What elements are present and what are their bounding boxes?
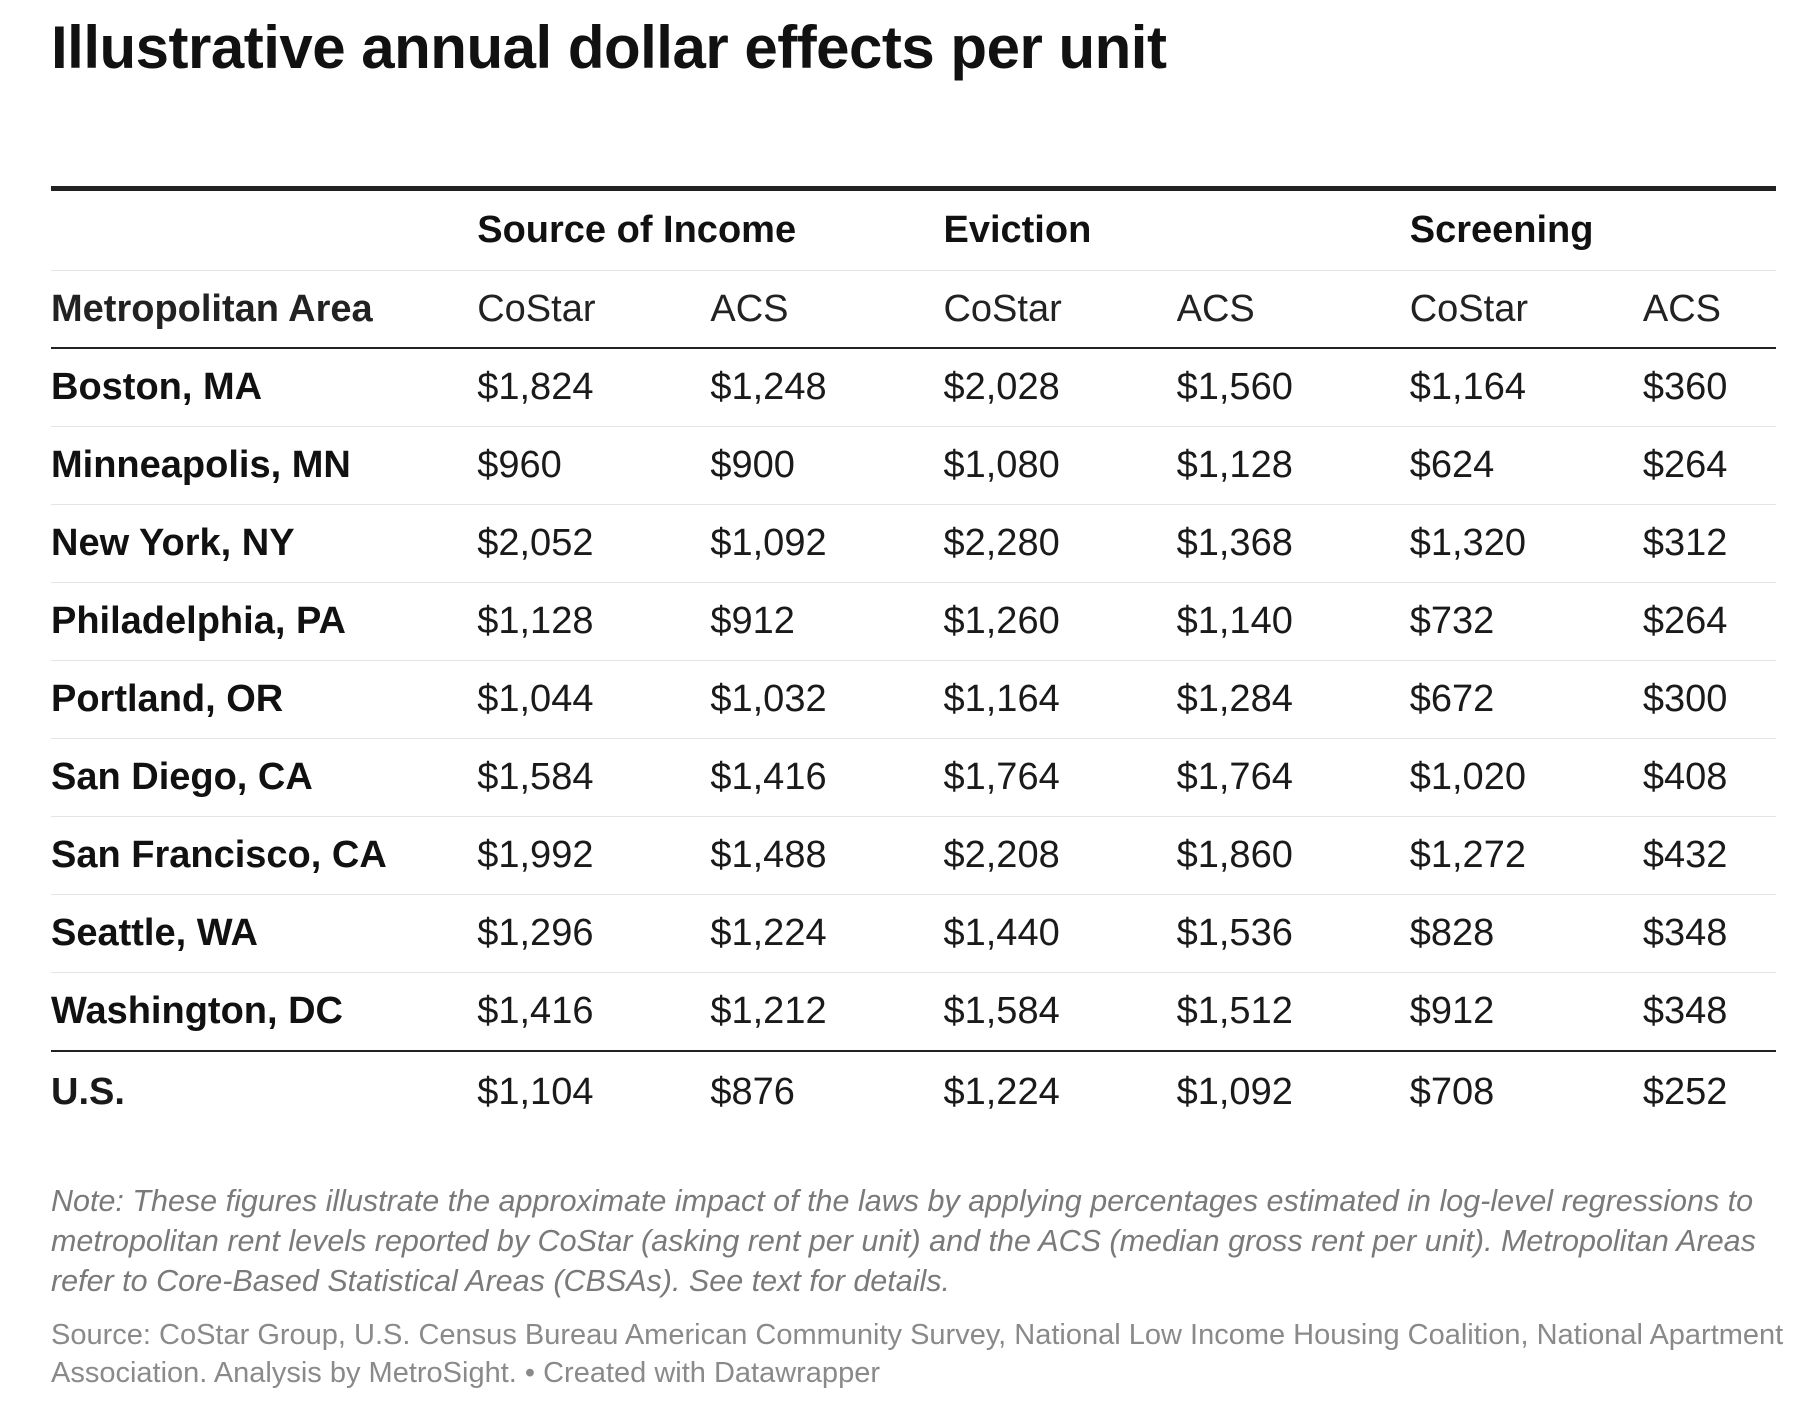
table-cell: $1,164 (1409, 348, 1643, 427)
table-cell: $1,536 (1176, 894, 1410, 973)
table-cell: $624 (1409, 426, 1643, 505)
table-cell: $1,764 (1176, 738, 1410, 817)
group-header-source-of-income: Source of Income (477, 186, 944, 271)
table-cell: $1,824 (477, 348, 711, 427)
table-cell: $828 (1409, 894, 1643, 973)
table-cell: $1,560 (1176, 348, 1410, 427)
table-cell: $1,020 (1409, 738, 1643, 817)
row-label: Philadelphia, PA (51, 582, 478, 661)
table-cell: $1,320 (1409, 504, 1643, 583)
table-cell: $1,248 (710, 348, 944, 427)
column-header-income-costar: CoStar (477, 270, 711, 349)
group-header-blank (51, 186, 478, 271)
table-cell: $264 (1642, 582, 1776, 661)
total-cell: $1,224 (943, 1070, 1060, 1113)
data-table: Source of Income Eviction Screening Metr… (51, 186, 1776, 1132)
table-cell: $1,416 (477, 972, 711, 1052)
total-cell: $708 (1409, 1070, 1495, 1113)
column-header-row: Metropolitan Area CoStar ACS CoStar ACS … (51, 270, 1776, 349)
table-cell: $1,296 (477, 894, 711, 973)
table-cell: $1,284 (1176, 660, 1410, 739)
row-label: Washington, DC (51, 972, 478, 1052)
row-label: San Diego, CA (51, 738, 478, 817)
table-cell: $672 (1409, 660, 1643, 739)
table-cell: $1,044 (477, 660, 711, 739)
table-cell: $1,128 (1176, 426, 1410, 505)
table-cell: $264 (1642, 426, 1776, 505)
table-cell: $312 (1642, 504, 1776, 583)
table-cell: $1,260 (943, 582, 1177, 661)
table-cell: $1,164 (943, 660, 1177, 739)
column-header-eviction-costar: CoStar (943, 270, 1177, 349)
table-cell: $1,080 (943, 426, 1177, 505)
table-row: Minneapolis, MN $960 $900 $1,080 $1,128 … (51, 426, 1776, 505)
row-label: Boston, MA (51, 348, 478, 427)
table-cell: $732 (1409, 582, 1643, 661)
table-cell: $1,992 (477, 816, 711, 895)
table-cell: $360 (1642, 348, 1776, 427)
table-cell: $348 (1642, 894, 1776, 973)
table-row: San Diego, CA $1,584 $1,416 $1,764 $1,76… (51, 738, 1776, 817)
column-header-screening-costar: CoStar (1409, 270, 1643, 349)
table-row: New York, NY $2,052 $1,092 $2,280 $1,368… (51, 504, 1776, 583)
table-cell: $1,092 (710, 504, 944, 583)
table-cell: $1,212 (710, 972, 944, 1052)
table-cell: $408 (1642, 738, 1776, 817)
total-row-label: U.S. (51, 1070, 125, 1113)
table-cell: $1,584 (943, 972, 1177, 1052)
column-header-metropolitan-area: Metropolitan Area (51, 270, 478, 349)
total-cell: $1,092 (1176, 1070, 1293, 1113)
column-header-income-acs: ACS (710, 270, 944, 349)
row-label: Portland, OR (51, 660, 478, 739)
table-cell: $432 (1642, 816, 1776, 895)
table-cell: $912 (710, 582, 944, 661)
column-header-eviction-acs: ACS (1176, 270, 1410, 349)
table-cell: $1,416 (710, 738, 944, 817)
table-cell: $348 (1642, 972, 1776, 1052)
table-row: Seattle, WA $1,296 $1,224 $1,440 $1,536 … (51, 894, 1776, 973)
chart-source: Source: CoStar Group, U.S. Census Bureau… (51, 1319, 1784, 1389)
row-label: New York, NY (51, 504, 478, 583)
table-cell: $1,272 (1409, 816, 1643, 895)
total-cell: $876 (710, 1070, 795, 1113)
table-row: Boston, MA $1,824 $1,248 $2,028 $1,560 $… (51, 348, 1776, 427)
group-header-screening: Screening (1409, 186, 1776, 271)
table-cell: $1,584 (477, 738, 711, 817)
table-cell: $2,028 (943, 348, 1177, 427)
total-cell: $252 (1642, 1070, 1728, 1113)
table-cell: $1,440 (943, 894, 1177, 973)
table-cell: $1,128 (477, 582, 711, 661)
table-cell: $2,280 (943, 504, 1177, 583)
table-cell: $1,764 (943, 738, 1177, 817)
table-cell: $960 (477, 426, 711, 505)
table-cell: $912 (1409, 972, 1643, 1052)
row-label: San Francisco, CA (51, 816, 478, 895)
table-row: Portland, OR $1,044 $1,032 $1,164 $1,284… (51, 660, 1776, 739)
table-cell: $2,208 (943, 816, 1177, 895)
group-header-row: Source of Income Eviction Screening (51, 186, 1776, 271)
table-cell: $1,368 (1176, 504, 1410, 583)
table-cell: $1,512 (1176, 972, 1410, 1052)
table-row: Washington, DC $1,416 $1,212 $1,584 $1,5… (51, 972, 1776, 1052)
row-label: Seattle, WA (51, 894, 478, 973)
column-header-screening-acs: ACS (1642, 270, 1776, 349)
table-cell: $1,032 (710, 660, 944, 739)
table-cell: $2,052 (477, 504, 711, 583)
chart-note: Note: These figures illustrate the appro… (51, 1184, 1756, 1298)
chart-title: Illustrative annual dollar effects per u… (51, 14, 1167, 81)
table-cell: $1,860 (1176, 816, 1410, 895)
table-row: San Francisco, CA $1,992 $1,488 $2,208 $… (51, 816, 1776, 895)
total-cell: $1,104 (477, 1070, 594, 1113)
table-cell: $900 (710, 426, 944, 505)
group-header-eviction: Eviction (943, 186, 1410, 271)
table-cell: $1,224 (710, 894, 944, 973)
table-cell: $1,488 (710, 816, 944, 895)
row-label: Minneapolis, MN (51, 426, 478, 505)
table-row: Philadelphia, PA $1,128 $912 $1,260 $1,1… (51, 582, 1776, 661)
total-row: U.S. $1,104 $876 $1,224 $1,092 $708 $252 (51, 1051, 1776, 1132)
table-cell: $1,140 (1176, 582, 1410, 661)
table-cell: $300 (1642, 660, 1776, 739)
